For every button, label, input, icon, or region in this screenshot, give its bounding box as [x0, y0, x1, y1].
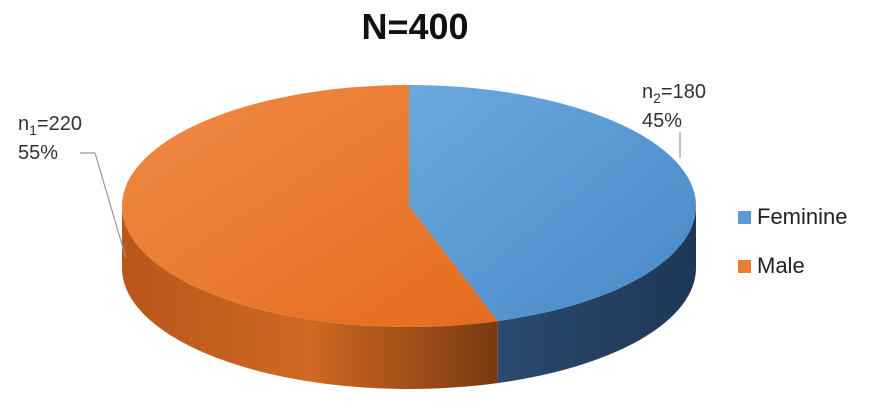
slice-feminine	[409, 85, 696, 322]
legend-label-male: Male	[757, 253, 805, 278]
data-label-1-symbol: n	[18, 113, 29, 135]
slice-male	[121, 85, 498, 328]
side-wall-feminine	[497, 206, 696, 384]
data-label-0-symbol: n	[642, 81, 653, 103]
legend-swatch-feminine	[738, 210, 751, 224]
data-label-0-count: n2=180	[642, 81, 706, 106]
data-label-1-index: 1	[29, 122, 37, 138]
data-label-1-percent: 55%	[18, 142, 58, 164]
side-wall-male	[122, 206, 498, 389]
legend-item-feminine: Feminine	[738, 204, 847, 230]
data-label-0-value: =180	[661, 81, 706, 103]
chart-title: N=400	[361, 6, 469, 47]
data-label-0-index: 2	[653, 90, 661, 106]
data-label-0-percent: 45%	[642, 110, 682, 132]
data-label-1-count: n1=220	[18, 113, 82, 138]
legend-label-feminine: Feminine	[757, 204, 848, 229]
data-label-1-value: =220	[37, 113, 82, 135]
legend-item-male: Male	[738, 253, 847, 279]
leader-line-1	[80, 152, 127, 259]
legend: Feminine Male	[738, 204, 847, 302]
legend-swatch-male	[738, 259, 751, 273]
